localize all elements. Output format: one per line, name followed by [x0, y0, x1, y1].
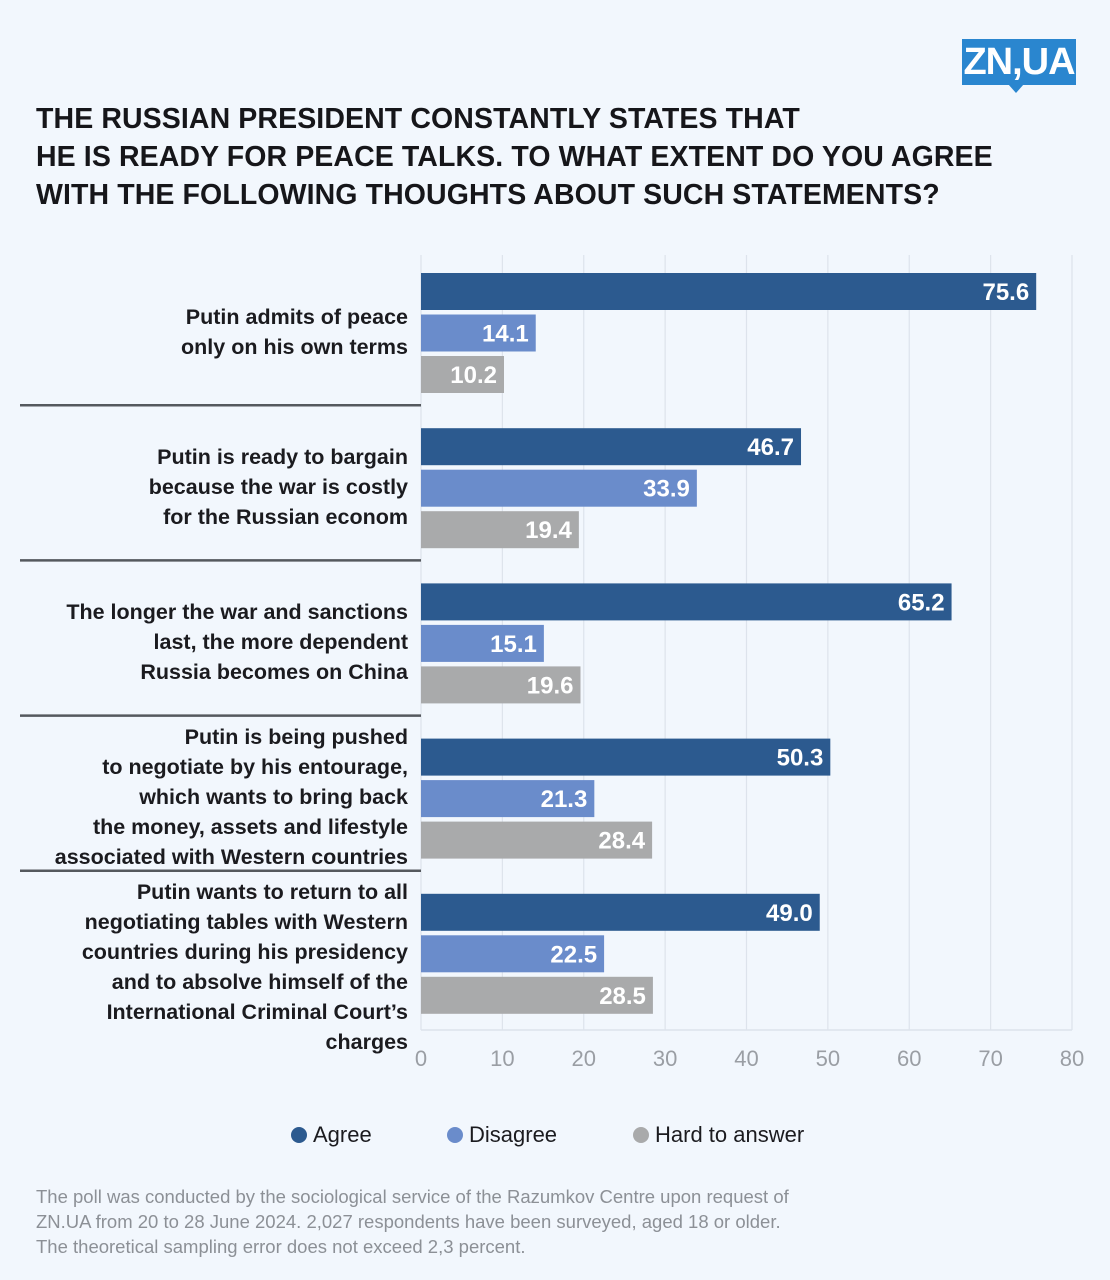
- legend-item-hard-to-answer: Hard to answer: [633, 1122, 804, 1148]
- x-tick-label: 20: [572, 1046, 596, 1071]
- bar-agree: [421, 428, 802, 466]
- x-tick-label: 70: [978, 1046, 1002, 1071]
- category-label-line: The longer the war and sanctions: [66, 600, 408, 624]
- bar-agree: [421, 738, 831, 776]
- chart-title: THE RUSSIAN PRESIDENT CONSTANTLY STATES …: [36, 100, 1046, 214]
- category-label-line: charges: [325, 1030, 408, 1054]
- legend-label: Disagree: [469, 1122, 558, 1147]
- category-label-line: International Criminal Court’s: [106, 1000, 408, 1024]
- bar-disagree: [421, 314, 536, 352]
- legend-dot-disagree: [447, 1127, 463, 1143]
- bar-disagree: [421, 469, 697, 507]
- category-label: Putin is ready to bargain because the war…: [149, 442, 408, 532]
- category-label-line: Russia becomes on China: [140, 660, 408, 684]
- bar-value-label: 21.3: [541, 786, 588, 813]
- bar-value-label: 19.4: [525, 517, 572, 544]
- category-label-line: for the Russian econom: [163, 505, 408, 529]
- bar-value-label: 10.2: [450, 362, 497, 389]
- methodology-note: The poll was conducted by the sociologic…: [36, 1184, 1076, 1259]
- category-label-line: Putin is ready to bargain: [157, 445, 408, 469]
- category-label: The longer the war and sanctions last, th…: [66, 597, 408, 687]
- bar-value-label: 46.7: [747, 434, 794, 461]
- note-line: ZN.UA from 20 to 28 June 2024. 2,027 res…: [36, 1211, 781, 1232]
- note-line: The poll was conducted by the sociologic…: [36, 1186, 789, 1207]
- category-label-line: Putin is being pushed: [184, 725, 408, 749]
- x-tick-label: 10: [490, 1046, 514, 1071]
- bar-value-label: 28.4: [598, 828, 645, 855]
- category-label-line: the money, assets and lifestyle: [92, 815, 408, 839]
- bar-value-label: 14.1: [482, 321, 529, 348]
- category-label-line: last, the more dependent: [153, 630, 408, 654]
- legend: Agree Disagree Hard to answer: [0, 1122, 1110, 1152]
- note-line: The theoretical sampling error does not …: [36, 1236, 526, 1257]
- zn-ua-logo: ZN,UA: [962, 39, 1076, 85]
- bar-value-label: 75.6: [982, 279, 1029, 306]
- legend-label: Agree: [313, 1122, 372, 1147]
- bars: 75.6 14.1 10.2 46.7 33.9 19.4 65.2 15.1 19.6 50.3…: [421, 273, 1037, 1014]
- category-label-line: only on his own terms: [181, 335, 408, 359]
- bar-value-label: 22.5: [550, 941, 597, 968]
- bar-value-label: 19.6: [527, 672, 574, 699]
- x-tick-label: 0: [415, 1046, 427, 1071]
- title-line: THE RUSSIAN PRESIDENT CONSTANTLY STATES …: [36, 103, 800, 135]
- bar-agree: [421, 893, 820, 931]
- x-tick-label: 50: [816, 1046, 840, 1071]
- bar-disagree: [421, 935, 605, 973]
- bar-agree: [421, 273, 1037, 310]
- category-label-line: Putin wants to return to all: [136, 880, 408, 904]
- category-label-line: Putin admits of peace: [185, 305, 408, 329]
- category-label: Putin wants to return to all negotiating …: [82, 877, 408, 1057]
- x-tick-label: 80: [1060, 1046, 1084, 1071]
- logo-speech-tail: [1008, 84, 1024, 93]
- category-label-line: which wants to bring back: [139, 785, 408, 809]
- category-label-line: associated with Western countries: [54, 845, 408, 869]
- bar-value-label: 33.9: [643, 476, 690, 503]
- legend-dot-hard-to-answer: [633, 1127, 649, 1143]
- bar-hard-to-answer: [421, 976, 653, 1014]
- x-tick-label: 60: [897, 1046, 921, 1071]
- bar-value-label: 15.1: [490, 631, 537, 658]
- bar-value-label: 49.0: [766, 900, 813, 927]
- bar-hard-to-answer: [421, 666, 581, 704]
- bar-disagree: [421, 624, 544, 662]
- category-label-line: negotiating tables with Western: [84, 910, 408, 934]
- category-label-line: and to absolve himself of the: [111, 970, 408, 994]
- x-tick-label: 40: [734, 1046, 758, 1071]
- title-line: HE IS READY FOR PEACE TALKS. TO WHAT EXT…: [36, 141, 993, 173]
- category-label-line: to negotiate by his entourage,: [102, 755, 408, 779]
- legend-item-agree: Agree: [291, 1122, 372, 1148]
- bar-chart: 75.6 14.1 10.2 46.7 33.9 19.4 65.2 15.1 19.6 50.3…: [20, 255, 1084, 1071]
- group-separators: [20, 403, 421, 873]
- bar-hard-to-answer: [421, 821, 653, 859]
- category-label-line: because the war is costly: [148, 475, 408, 499]
- category-label: Putin is being pushed to negotiate by his…: [55, 722, 408, 872]
- bar-hard-to-answer: [421, 356, 505, 393]
- bar-value-label: 50.3: [777, 745, 824, 772]
- category-label-line: countries during his presidency: [81, 940, 408, 964]
- title-line: WITH THE FOLLOWING THOUGHTS ABOUT SUCH S…: [36, 179, 940, 211]
- bar-disagree: [421, 780, 595, 818]
- legend-item-disagree: Disagree: [447, 1122, 557, 1148]
- legend-dot-agree: [291, 1127, 307, 1143]
- bar-agree: [421, 583, 952, 621]
- bar-value-label: 28.5: [599, 983, 646, 1010]
- bar-hard-to-answer: [421, 511, 579, 549]
- bar-value-label: 65.2: [898, 589, 945, 616]
- legend-label: Hard to answer: [655, 1122, 805, 1147]
- x-tick-label: 30: [653, 1046, 677, 1071]
- category-label: Putin admits of peace only on his own ter…: [181, 302, 408, 362]
- x-axis-ticks: 0 10 20 30 40 50 60 70 80: [415, 1046, 1084, 1071]
